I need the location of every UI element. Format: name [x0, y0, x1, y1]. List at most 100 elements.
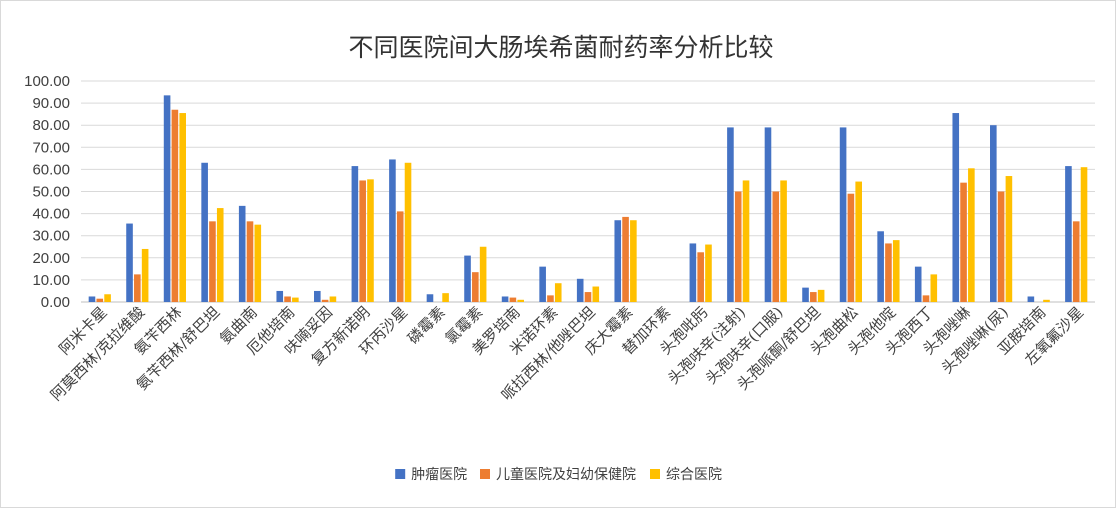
bar [426, 294, 434, 302]
bar [539, 266, 546, 302]
y-tick-label: 40.00 [32, 206, 70, 223]
bar [1027, 296, 1035, 302]
legend-label: 儿童医院及妇幼保健院 [496, 466, 636, 483]
bar [622, 216, 629, 302]
bar [810, 292, 817, 302]
bar [772, 191, 780, 302]
bar [1072, 221, 1080, 302]
bar [88, 296, 96, 302]
bar [922, 295, 930, 302]
bars [88, 95, 1088, 303]
bar [104, 294, 111, 302]
bar [171, 109, 179, 302]
bar [802, 287, 809, 302]
bar [276, 290, 284, 302]
legend-label: 肿瘤医院 [411, 466, 467, 483]
bar [990, 125, 997, 302]
bar [1043, 299, 1050, 302]
bar [960, 182, 967, 302]
bar [501, 296, 509, 302]
bar [1065, 166, 1072, 302]
bar [839, 127, 847, 302]
bar [134, 274, 141, 303]
y-tick-label: 90.00 [32, 95, 70, 112]
bar [727, 127, 734, 302]
bar [367, 179, 374, 302]
chart-title: 不同医院间大肠埃希菌耐药率分析比较 [348, 33, 773, 62]
bar [404, 162, 412, 302]
bar [705, 244, 712, 302]
y-axis-ticks: 0.00 10.00 20.00 30.00 40.00 50.00 60.00 70.00 8… [24, 73, 70, 311]
bar [855, 181, 862, 302]
bar [284, 296, 291, 302]
bar [847, 193, 855, 302]
bar [351, 166, 359, 302]
bar [201, 162, 208, 302]
bar [254, 224, 262, 302]
bar [141, 248, 149, 302]
bar [742, 180, 750, 302]
legend-swatch [480, 469, 490, 479]
bar [292, 297, 299, 302]
y-tick-label: 70.00 [32, 139, 70, 156]
bar [314, 290, 321, 302]
bar [442, 293, 449, 302]
legend-swatch [650, 469, 660, 479]
legend: 肿瘤医院 儿童医院及妇幼保健院 综合医院 [395, 466, 722, 483]
bar [96, 298, 104, 302]
bar [472, 272, 479, 302]
bar [584, 292, 592, 302]
bar [396, 211, 404, 302]
bar [126, 223, 133, 302]
bar [554, 283, 562, 302]
y-tick-label: 0.00 [41, 294, 70, 311]
bar [630, 220, 637, 302]
bar [614, 220, 622, 302]
bar [914, 266, 922, 302]
bar [689, 243, 697, 302]
bar [968, 168, 975, 302]
bar [359, 180, 366, 302]
x-axis-ticks: 阿米卡星阿莫西林/克拉维酸氨苄西林氨苄西林/舒巴坦氨曲南厄他培南呋喃妥因复方新诺… [47, 303, 1087, 404]
y-tick-label: 80.00 [32, 117, 70, 134]
y-tick-label: 100.00 [24, 73, 70, 90]
bar [592, 286, 600, 302]
legend-label: 综合医院 [666, 467, 722, 483]
bar [1005, 176, 1013, 302]
bar [885, 243, 892, 302]
bar [479, 246, 487, 302]
y-tick-label: 60.00 [32, 161, 70, 178]
bar [209, 221, 216, 302]
bar [246, 221, 254, 302]
bar [238, 205, 246, 302]
legend-swatch [395, 469, 406, 479]
bar [780, 180, 787, 302]
bar [764, 127, 772, 302]
bar [817, 289, 825, 302]
bar [329, 296, 337, 302]
bar [576, 278, 584, 302]
bar [1080, 167, 1088, 302]
y-tick-label: 20.00 [32, 250, 70, 267]
bar [389, 159, 396, 302]
bar [163, 95, 171, 302]
bar [509, 297, 517, 302]
y-tick-label: 50.00 [32, 184, 70, 201]
bar [997, 191, 1005, 302]
bar [892, 240, 900, 302]
bar [930, 274, 938, 303]
bar [464, 255, 471, 302]
bar [697, 252, 704, 302]
x-tick-label: 磷霉素 [404, 303, 449, 348]
y-tick-label: 30.00 [32, 228, 70, 245]
bar [877, 231, 884, 302]
y-tick-label: 10.00 [32, 272, 70, 289]
bar [179, 113, 186, 302]
bar [547, 295, 554, 302]
bar [734, 191, 742, 302]
gridlines [81, 80, 1095, 303]
bar [321, 299, 329, 302]
bar [216, 208, 224, 302]
